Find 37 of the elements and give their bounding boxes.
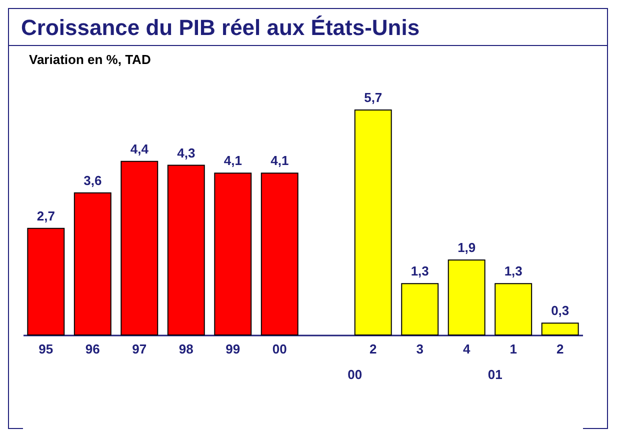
data-label: 4,4 <box>130 141 150 156</box>
x-tick-label: 3 <box>416 342 424 356</box>
x-tick-label: 95 <box>38 342 54 356</box>
text: 01 <box>488 367 502 382</box>
x-tick-label: 99 <box>226 342 240 356</box>
bar <box>494 283 532 336</box>
data-label: 1,3 <box>410 264 429 279</box>
x-tick-label: 96 <box>85 342 100 356</box>
bar <box>27 228 65 336</box>
x-tick-label: 1 <box>510 342 517 356</box>
x-tick-label: 00 <box>272 342 287 356</box>
bar <box>120 160 158 336</box>
data-label: 5,7 <box>364 90 382 105</box>
data-label: 1,9 <box>458 240 476 255</box>
data-label: 3,6 <box>84 172 102 188</box>
data-label: 4,3 <box>177 145 196 160</box>
x-tick-label: 4 <box>462 342 471 356</box>
data-label: 2,7 <box>36 208 55 224</box>
data-label: 4,1 <box>224 153 242 168</box>
bar <box>354 110 392 336</box>
bar <box>167 164 205 336</box>
x-tick-label: 2 <box>556 342 564 356</box>
bar <box>260 172 298 336</box>
data-label: 4,1 <box>270 153 289 168</box>
chart-title: Croissance du PIB réel aux États-Unis <box>9 9 607 46</box>
x-tick-label: 98 <box>178 342 194 356</box>
x-tick-label: 97 <box>132 342 147 356</box>
bar <box>214 172 252 336</box>
data-label: 1,3 <box>504 264 522 279</box>
bar <box>401 283 439 336</box>
data-label: 0,3 <box>551 303 570 318</box>
bar <box>541 322 579 336</box>
bar <box>74 192 112 336</box>
chart-subtitle: Variation en %, TAD <box>28 51 152 67</box>
bar <box>448 260 486 336</box>
text: 00 <box>348 367 362 382</box>
x-tick-label: 2 <box>370 342 377 356</box>
